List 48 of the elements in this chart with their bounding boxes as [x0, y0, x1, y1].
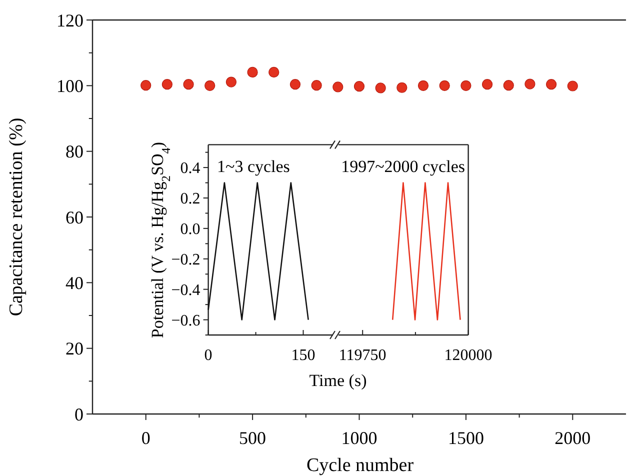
x-axis-title: Cycle number — [306, 455, 414, 476]
y-tick-label: −0.4 — [171, 282, 200, 299]
x-tick-label: 2000 — [554, 428, 591, 448]
point — [290, 79, 301, 90]
y-tick-label: 0.2 — [180, 190, 200, 208]
y-tick-label: −0.6 — [171, 312, 200, 330]
point — [162, 79, 172, 90]
y-tick-label: 40 — [66, 272, 84, 293]
x-tick-label: 119750 — [338, 347, 386, 364]
x-tick-label: 500 — [239, 428, 266, 448]
point — [460, 80, 472, 91]
x-axis-title: Time (s) — [309, 371, 367, 390]
point — [503, 80, 514, 91]
y-tick-label: 100 — [56, 76, 84, 96]
point — [226, 76, 237, 88]
point — [247, 66, 258, 78]
point — [396, 82, 408, 93]
x-tick-label: 120000 — [444, 347, 492, 364]
y-tick-label: 0.4 — [180, 160, 200, 178]
y-tick-label: 0.0 — [180, 221, 200, 238]
point — [268, 66, 280, 78]
point — [354, 81, 365, 92]
y-tick-label: 120 — [56, 10, 84, 30]
x-tick-label: 150 — [291, 347, 316, 364]
x-tick-label: 0 — [141, 428, 150, 448]
point — [183, 79, 194, 90]
point — [439, 80, 450, 91]
point — [524, 78, 536, 90]
point — [482, 79, 493, 90]
point — [418, 80, 429, 91]
point — [311, 80, 322, 91]
y-tick-label: 20 — [66, 338, 84, 359]
annotation: 1997~2000 cycles — [341, 157, 465, 176]
x-tick-label: 1000 — [341, 428, 378, 448]
y-axis-title: Capacitance retention (%) — [6, 118, 27, 316]
y-tick-label: 60 — [66, 207, 84, 228]
point — [204, 80, 216, 91]
y-tick-label: −0.2 — [171, 251, 200, 268]
point — [332, 82, 344, 92]
y-tick-label: 0 — [74, 404, 84, 424]
annotation: 1~3 cycles — [217, 157, 290, 176]
point — [546, 79, 557, 90]
x-tick-label: 0 — [204, 347, 212, 364]
point — [375, 82, 386, 94]
point — [567, 80, 578, 92]
x-tick-label: 1500 — [448, 428, 484, 448]
y-tick-label: 80 — [66, 142, 84, 162]
point — [140, 80, 152, 91]
